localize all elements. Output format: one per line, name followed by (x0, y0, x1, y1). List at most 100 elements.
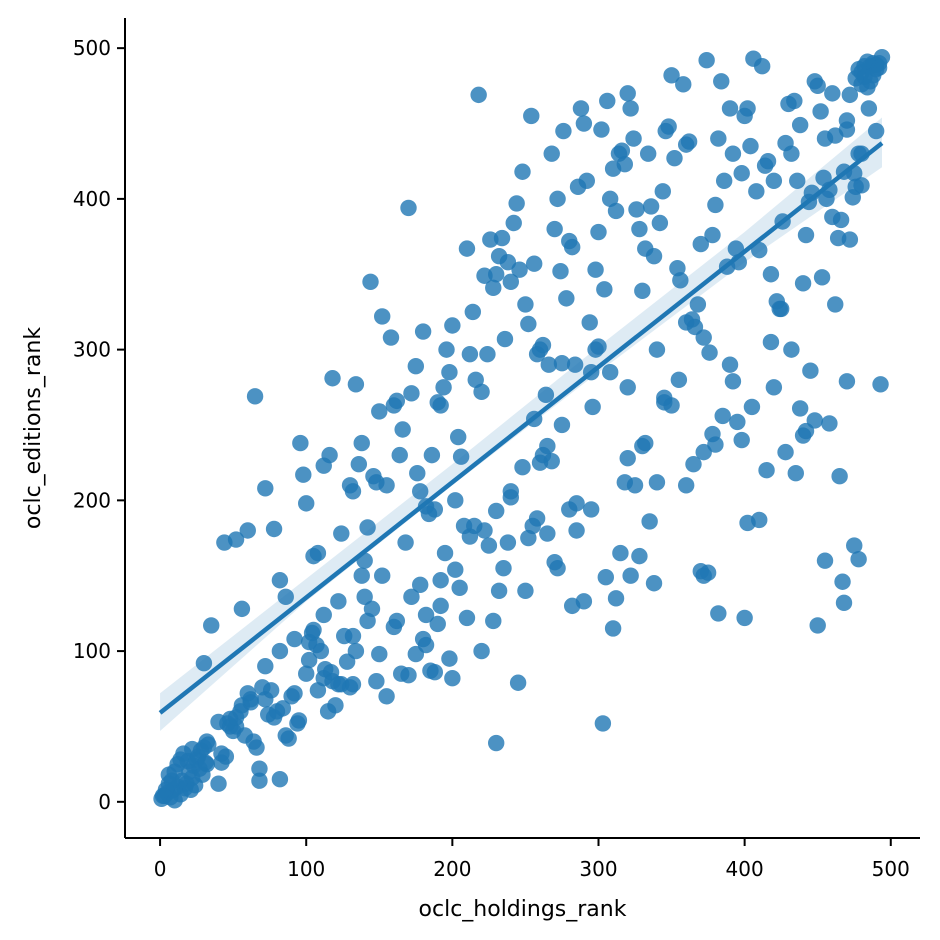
data-point (582, 501, 600, 518)
data-point (648, 341, 666, 358)
data-point (374, 308, 391, 325)
data-point (549, 190, 566, 208)
data-point (553, 416, 571, 434)
data-point (388, 612, 406, 630)
data-point (213, 745, 230, 762)
data-point (451, 579, 468, 596)
confidence-band-layer (160, 117, 883, 731)
data-point (233, 600, 251, 618)
data-point (330, 593, 347, 610)
data-point (262, 682, 280, 699)
data-point (758, 462, 775, 479)
data-point (295, 466, 312, 483)
regression-line-layer (158, 141, 884, 715)
data-point (257, 480, 274, 497)
data-point (802, 362, 819, 379)
data-point (271, 572, 289, 589)
data-point (672, 272, 689, 289)
data-point (502, 273, 520, 290)
data-point (479, 345, 496, 363)
data-point (444, 317, 461, 334)
data-point (625, 130, 642, 147)
data-point (794, 275, 812, 292)
data-point (502, 483, 520, 500)
data-point (511, 261, 528, 278)
data-point (359, 519, 376, 536)
data-point (616, 156, 633, 173)
data-point (695, 329, 712, 346)
data-point (695, 567, 712, 584)
data-point (540, 356, 558, 373)
data-point (374, 567, 391, 584)
data-point (315, 606, 332, 624)
data-point (645, 575, 663, 592)
data-point (748, 183, 765, 200)
data-point (470, 86, 487, 104)
data-point (435, 379, 452, 396)
data-point (813, 269, 831, 286)
data-point (733, 431, 750, 449)
data-point (353, 434, 370, 452)
data-point (724, 373, 742, 390)
data-point (298, 495, 315, 512)
data-point (353, 567, 370, 584)
data-point (753, 58, 771, 75)
data-point (827, 296, 844, 313)
data-point (449, 428, 467, 446)
data-point (537, 386, 555, 404)
data-point (850, 550, 867, 568)
data-point (710, 605, 727, 622)
data-point (368, 673, 385, 690)
data-point (739, 100, 756, 117)
data-point (400, 199, 417, 217)
data-point (378, 688, 395, 705)
data-point (426, 663, 444, 681)
data-point (347, 642, 365, 660)
data-point (549, 559, 566, 577)
data-point (517, 296, 534, 313)
data-point (539, 525, 556, 542)
data-point (485, 279, 502, 297)
data-point (441, 364, 458, 381)
data-point (520, 315, 537, 333)
data-point (797, 226, 815, 244)
data-point (461, 528, 479, 545)
y-tick-label: 100 (73, 639, 111, 663)
data-point (599, 92, 616, 110)
data-point (835, 594, 853, 612)
data-point (628, 201, 645, 218)
data-point (743, 398, 761, 416)
data-point (327, 697, 344, 714)
data-point (458, 609, 476, 627)
data-point (274, 700, 292, 717)
data-point (312, 642, 330, 660)
data-point (403, 385, 420, 402)
data-point (452, 448, 470, 465)
data-point (476, 522, 493, 539)
data-point (685, 455, 702, 473)
data-point (736, 609, 753, 627)
data-point (371, 645, 388, 663)
data-point (432, 397, 449, 414)
data-point (309, 544, 327, 562)
data-point (666, 149, 683, 167)
data-point (280, 730, 297, 747)
data-point (426, 501, 444, 518)
data-point (838, 112, 856, 129)
data-point (300, 633, 318, 651)
data-point (333, 525, 350, 542)
data-point (362, 273, 379, 290)
points-layer (153, 48, 891, 809)
data-point (651, 214, 669, 232)
data-point (619, 379, 636, 396)
data-point (286, 630, 303, 648)
data-point (762, 266, 780, 283)
data-point (783, 341, 800, 358)
ticks-layer: 0 100 200 300 400 500 0 100 200 300 400 500 (73, 36, 910, 881)
data-point (701, 344, 718, 361)
data-point (298, 665, 315, 682)
data-point (824, 85, 841, 102)
data-point (487, 266, 505, 283)
data-point (575, 593, 593, 610)
data-point (487, 502, 505, 520)
